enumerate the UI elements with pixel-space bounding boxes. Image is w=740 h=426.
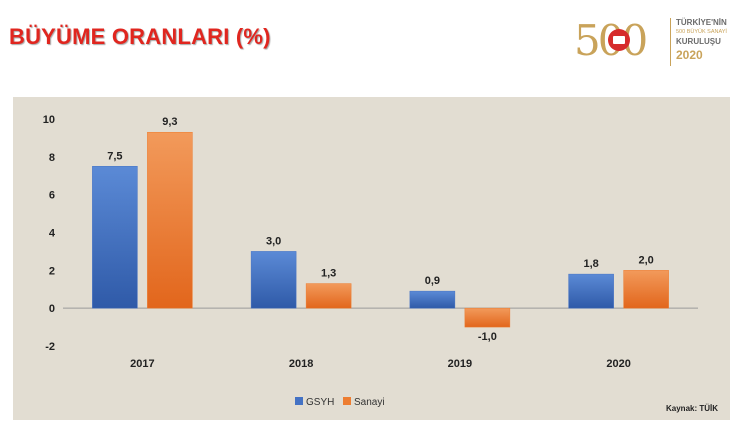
bar-sanayi-2018 bbox=[305, 283, 352, 309]
logo: 500 TÜRKİYE'NİN 500 BÜYÜK SANAYİ KURULUŞ… bbox=[572, 12, 732, 70]
y-tick-label: 6 bbox=[49, 190, 55, 202]
data-label: 9,3 bbox=[162, 116, 177, 128]
bar-gsyh-2018 bbox=[250, 251, 297, 309]
y-tick-label: 8 bbox=[49, 152, 55, 164]
chart-panel: -2 0 2 4 6 8 10 7,5 9,3 2017 3,0 1,3 2018 0,9 -1,0 2019… bbox=[13, 97, 730, 420]
logo-text-line2: 500 BÜYÜK SANAYİ bbox=[676, 29, 727, 35]
x-tick-label: 2018 bbox=[289, 358, 313, 370]
logo-emblem-icon bbox=[608, 29, 630, 51]
data-label: 7,5 bbox=[107, 150, 122, 162]
logo-text-year: 2020 bbox=[676, 48, 703, 62]
bar-sanayi-2020 bbox=[623, 270, 669, 309]
data-label: -1,0 bbox=[478, 331, 497, 343]
logo-text-line1: TÜRKİYE'NİN bbox=[676, 18, 727, 27]
x-tick-label: 2017 bbox=[130, 358, 154, 370]
bar-sanayi-2017 bbox=[147, 131, 193, 309]
data-label: 3,0 bbox=[266, 235, 281, 247]
y-tick-label: 0 bbox=[49, 303, 55, 315]
y-tick-label: 4 bbox=[49, 228, 56, 240]
bar-chart: -2 0 2 4 6 8 10 7,5 9,3 2017 3,0 1,3 2018 0,9 -1,0 2019… bbox=[43, 114, 698, 408]
data-label: 1,8 bbox=[583, 258, 598, 270]
legend-swatch-gsyh bbox=[295, 397, 303, 405]
bar-sanayi-2019 bbox=[464, 307, 511, 328]
x-tick-label: 2020 bbox=[606, 358, 630, 370]
source-note: Kaynak: TÜİK bbox=[666, 404, 719, 413]
y-tick-label: 10 bbox=[43, 114, 55, 126]
x-tick-label: 2019 bbox=[448, 358, 472, 370]
data-label: 0,9 bbox=[425, 275, 440, 287]
logo-text-line3: KURULUŞU bbox=[676, 37, 721, 46]
bar-gsyh-2019 bbox=[409, 290, 456, 309]
legend-label: GSYH bbox=[306, 397, 334, 408]
data-label: 1,3 bbox=[321, 268, 336, 280]
legend-label: Sanayi bbox=[354, 397, 385, 408]
bar-gsyh-2020 bbox=[568, 273, 614, 309]
y-tick-label: -2 bbox=[45, 341, 55, 353]
logo-divider bbox=[670, 18, 671, 66]
legend-swatch-sanayi bbox=[343, 397, 351, 405]
page-title: BÜYÜME ORANLARI (%) bbox=[9, 24, 271, 49]
data-label: 2,0 bbox=[638, 254, 653, 266]
y-tick-label: 2 bbox=[49, 265, 55, 277]
bar-gsyh-2017 bbox=[92, 166, 138, 309]
